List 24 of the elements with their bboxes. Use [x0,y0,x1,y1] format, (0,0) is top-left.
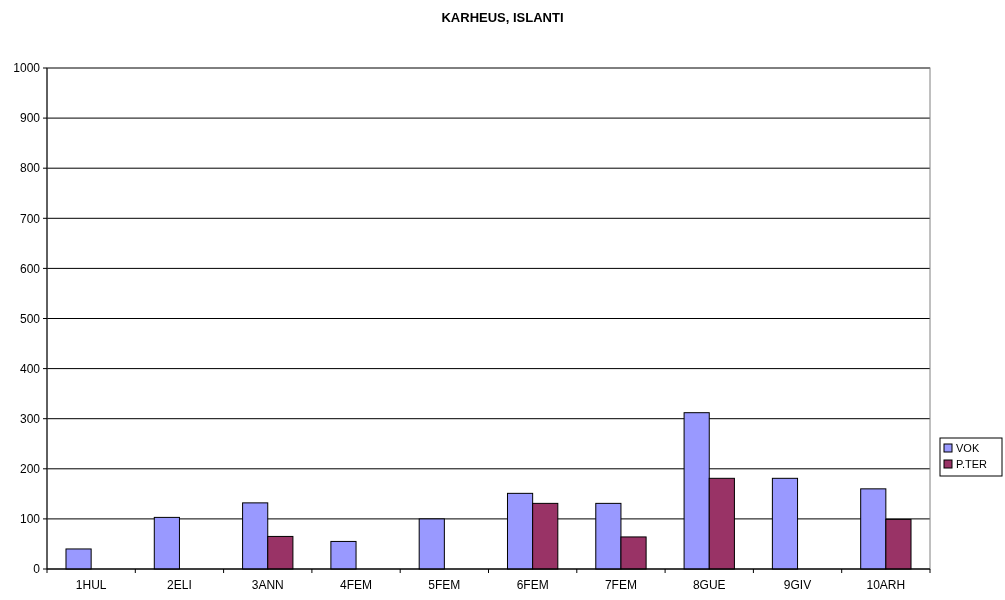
x-tick-label: 1HUL [75,578,107,592]
x-tick-label: 2ELI [167,578,192,592]
y-tick-label: 0 [33,562,41,577]
y-tick-label: 500 [19,311,41,326]
chart-title: KARHEUS, ISLANTI [441,10,564,25]
x-tick-label: 10ARH [866,578,906,592]
y-tick-label: 1000 [13,61,41,76]
y-tick-label: 400 [19,361,41,376]
y-tick-label: 100 [19,512,41,527]
y-tick-label: 900 [19,111,41,126]
x-tick-label: 9GIV [783,578,812,592]
y-tick-label: 200 [19,462,41,476]
y-tick-label: 600 [19,261,41,276]
x-tick-label: 8GUE [692,578,726,592]
x-tick-label: 4FEM [340,578,373,592]
x-tick-label: 3ANN [251,578,284,592]
x-tick-label: 6FEM [516,578,549,592]
y-tick-label: 800 [19,161,41,176]
y-tick-label: 300 [19,411,41,426]
legend-label: P.TER [956,458,988,470]
x-tick-label: 7FEM [604,578,637,592]
x-tick-label: 5FEM [428,578,461,592]
legend-label: VOK [956,442,980,454]
y-tick-label: 700 [19,211,41,226]
